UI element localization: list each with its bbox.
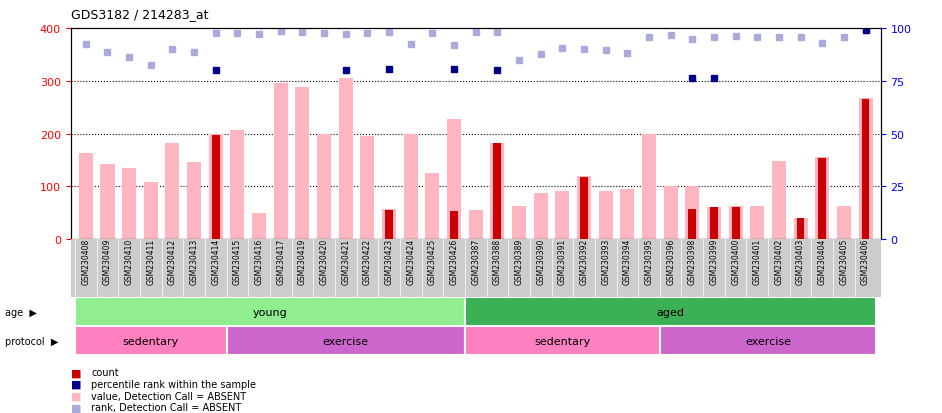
Bar xyxy=(620,190,634,240)
Bar xyxy=(209,134,223,240)
Bar xyxy=(750,206,764,240)
Bar xyxy=(385,211,393,240)
Text: exercise: exercise xyxy=(745,336,791,346)
Text: count: count xyxy=(91,368,119,377)
Bar xyxy=(447,119,461,240)
Bar xyxy=(512,207,526,240)
Bar xyxy=(706,208,721,240)
Text: young: young xyxy=(252,307,287,317)
Bar xyxy=(732,208,739,240)
Bar xyxy=(382,209,396,240)
Text: aged: aged xyxy=(657,307,685,317)
Bar xyxy=(689,209,696,240)
Bar xyxy=(212,135,219,240)
Bar xyxy=(663,186,677,240)
Bar xyxy=(793,218,807,240)
Bar xyxy=(231,131,245,240)
Bar xyxy=(404,134,417,240)
Text: ■: ■ xyxy=(71,368,81,377)
Bar xyxy=(598,192,612,240)
Bar xyxy=(728,206,742,240)
Text: ■: ■ xyxy=(71,402,81,412)
Bar xyxy=(685,187,699,240)
Text: exercise: exercise xyxy=(323,336,368,346)
Bar xyxy=(494,143,501,240)
Bar xyxy=(450,211,458,240)
Text: value, Detection Call = ABSENT: value, Detection Call = ABSENT xyxy=(91,391,247,401)
Bar xyxy=(642,134,656,240)
Bar xyxy=(296,88,310,240)
Text: ■: ■ xyxy=(71,391,81,401)
Bar xyxy=(274,84,288,240)
Text: GDS3182 / 214283_at: GDS3182 / 214283_at xyxy=(71,8,208,21)
Text: protocol  ▶: protocol ▶ xyxy=(5,336,58,346)
Bar xyxy=(227,326,465,355)
Bar xyxy=(317,134,332,240)
Bar xyxy=(491,144,504,240)
Bar xyxy=(577,177,591,240)
Bar xyxy=(144,183,158,240)
Bar xyxy=(659,326,876,355)
Bar xyxy=(75,297,465,326)
Bar xyxy=(166,143,180,240)
Bar xyxy=(580,178,588,240)
Bar xyxy=(426,173,439,240)
Bar xyxy=(797,218,804,240)
Bar xyxy=(556,191,569,240)
Bar xyxy=(815,158,829,240)
Bar xyxy=(858,98,872,240)
Bar xyxy=(79,154,93,240)
Bar xyxy=(101,164,115,240)
Bar xyxy=(252,213,267,240)
Bar xyxy=(465,326,659,355)
Bar xyxy=(122,169,137,240)
Text: sedentary: sedentary xyxy=(534,336,591,346)
Text: ■: ■ xyxy=(71,379,81,389)
Bar xyxy=(534,193,547,240)
Bar xyxy=(710,207,718,240)
Bar xyxy=(187,162,202,240)
Bar xyxy=(771,161,786,240)
Text: percentile rank within the sample: percentile rank within the sample xyxy=(91,379,256,389)
Bar xyxy=(862,100,869,240)
Bar xyxy=(469,211,482,240)
Text: rank, Detection Call = ABSENT: rank, Detection Call = ABSENT xyxy=(91,402,242,412)
Text: age  ▶: age ▶ xyxy=(5,307,37,317)
Bar xyxy=(465,297,876,326)
Bar xyxy=(339,79,353,240)
Bar xyxy=(819,159,826,240)
Text: sedentary: sedentary xyxy=(122,336,179,346)
Bar xyxy=(361,137,374,240)
Bar xyxy=(75,326,227,355)
Bar xyxy=(836,207,851,240)
